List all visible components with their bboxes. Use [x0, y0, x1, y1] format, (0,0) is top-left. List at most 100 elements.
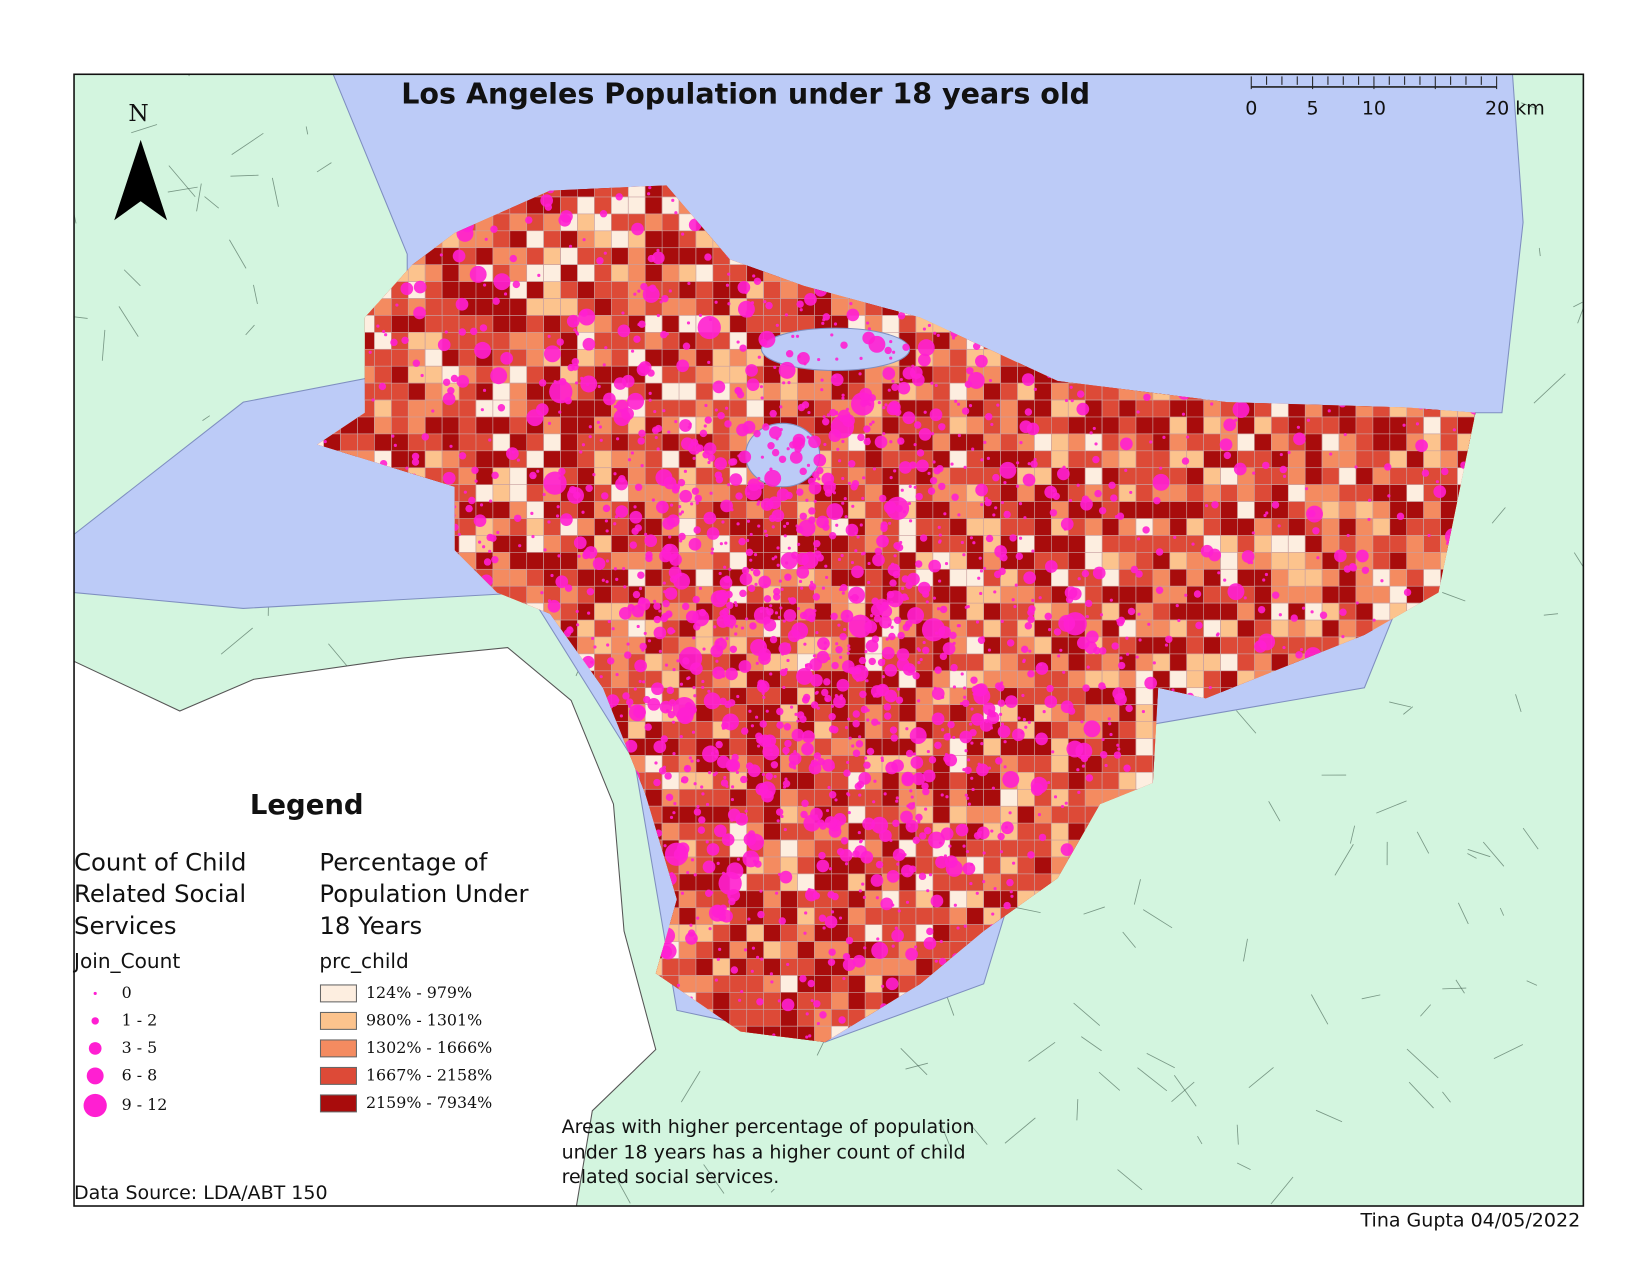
- tract: [1186, 450, 1204, 469]
- service-point: [746, 519, 751, 523]
- service-point: [803, 931, 807, 935]
- tract: [594, 602, 612, 621]
- tract: [611, 264, 629, 282]
- service-point: [878, 494, 887, 503]
- tract-boundary: [74, 1115, 75, 1117]
- tract-boundary: [1533, 373, 1566, 404]
- service-point: [997, 832, 1005, 841]
- service-point: [694, 494, 702, 503]
- service-point: [1293, 432, 1306, 446]
- tract-boundary: [1142, 909, 1173, 929]
- service-point: [908, 519, 913, 523]
- service-point: [831, 661, 839, 670]
- service-point: [782, 685, 786, 690]
- service-point: [863, 761, 871, 769]
- service-point: [682, 342, 691, 350]
- tract: [1304, 450, 1323, 469]
- tract-boundary: [1004, 1117, 1036, 1144]
- service-point: [1067, 707, 1076, 715]
- service-point: [830, 910, 835, 914]
- service-point: [1000, 722, 1005, 726]
- service-point: [828, 867, 833, 871]
- service-point: [725, 667, 738, 681]
- tract: [526, 298, 544, 316]
- tract: [746, 873, 764, 892]
- tract-boundary: [167, 186, 198, 193]
- service-point: [531, 535, 535, 539]
- service-point: [798, 579, 803, 584]
- service-point: [730, 966, 739, 974]
- tract: [1186, 518, 1204, 536]
- service-point: [889, 726, 898, 734]
- service-point: [704, 416, 712, 424]
- tract: [712, 484, 731, 502]
- tract: [611, 535, 629, 553]
- tract: [695, 382, 714, 401]
- service-point: [852, 710, 860, 718]
- service-point: [726, 839, 730, 843]
- service-point: [859, 523, 863, 527]
- tract: [577, 619, 595, 638]
- tract-boundary: [202, 415, 210, 421]
- tract-boundary: [1236, 710, 1257, 734]
- service-point: [889, 339, 893, 344]
- tract-boundary: [905, 1062, 929, 1070]
- service-point: [771, 525, 775, 529]
- tract-boundary: [1248, 1067, 1274, 1089]
- service-point: [741, 727, 749, 735]
- service-point: [638, 429, 646, 438]
- tract-boundary: [1403, 706, 1414, 715]
- tract-boundary: [196, 183, 202, 212]
- service-point: [868, 657, 876, 666]
- service-point: [626, 642, 630, 646]
- tract: [746, 805, 764, 824]
- service-point: [490, 225, 498, 233]
- tract: [678, 247, 697, 265]
- service-point: [858, 889, 862, 893]
- tract-boundary: [1467, 849, 1491, 858]
- tract: [1271, 535, 1289, 553]
- service-point: [642, 680, 646, 684]
- tract: [627, 552, 646, 570]
- tract: [695, 281, 714, 299]
- tract-boundary: [123, 269, 141, 287]
- tract: [1254, 552, 1272, 570]
- tract: [1118, 585, 1137, 604]
- service-point: [901, 586, 905, 591]
- tract-boundary: [1573, 552, 1584, 568]
- service-point: [866, 437, 871, 441]
- tract: [543, 298, 561, 316]
- tract: [1135, 721, 1154, 739]
- tract: [661, 348, 680, 367]
- service-point: [673, 802, 677, 806]
- service-point: [676, 983, 681, 987]
- service-point: [760, 957, 764, 961]
- service-point: [586, 587, 595, 596]
- service-point: [702, 860, 716, 874]
- service-point: [1031, 549, 1035, 553]
- service-point: [967, 802, 971, 806]
- service-point: [582, 238, 586, 242]
- service-point: [638, 586, 643, 591]
- service-point: [887, 388, 891, 392]
- tract: [932, 501, 951, 519]
- service-point: [758, 330, 776, 348]
- service-point: [801, 742, 814, 756]
- service-point: [689, 923, 693, 927]
- service-point: [883, 712, 892, 720]
- service-point: [775, 891, 779, 895]
- tract-boundary: [1491, 507, 1506, 524]
- tract-boundary: [1083, 906, 1105, 915]
- service-point: [805, 1035, 809, 1039]
- tract: [797, 1008, 815, 1027]
- service-point: [926, 749, 930, 754]
- service-point: [382, 329, 386, 334]
- service-point: [820, 388, 824, 392]
- tract-boundary: [680, 1070, 701, 1103]
- service-point: [1361, 566, 1370, 575]
- service-point: [1015, 552, 1024, 561]
- service-point: [1316, 556, 1320, 560]
- tract: [391, 399, 409, 418]
- service-point: [1080, 720, 1084, 724]
- service-point: [706, 843, 720, 856]
